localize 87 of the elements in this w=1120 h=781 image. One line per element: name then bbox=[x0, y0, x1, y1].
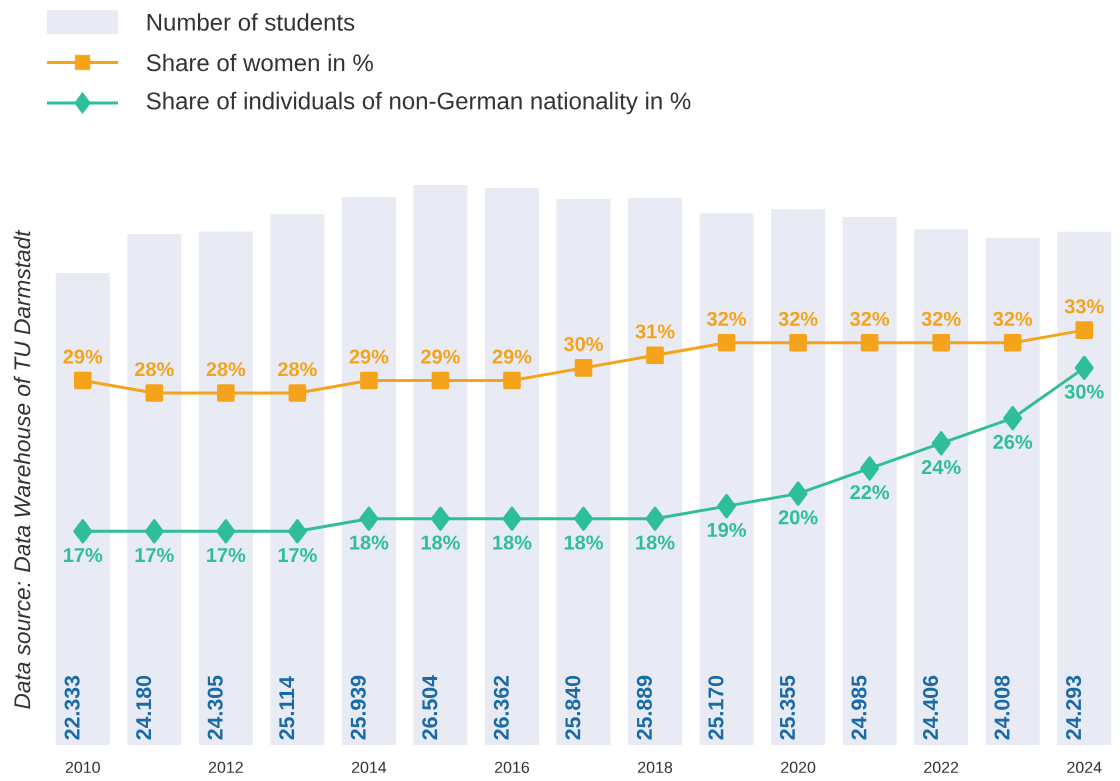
data-label: 25.840 bbox=[565, 675, 581, 740]
data-label: 20% bbox=[778, 510, 818, 525]
data-label: 22% bbox=[850, 485, 890, 500]
point bbox=[217, 384, 235, 402]
point bbox=[359, 506, 379, 531]
data-label: 29% bbox=[349, 349, 389, 364]
data-label: 24.305 bbox=[207, 675, 223, 740]
x-tick-label: 2024 bbox=[1067, 761, 1102, 774]
point bbox=[73, 371, 92, 390]
data-label: 25.170 bbox=[708, 675, 724, 740]
data-label: 30% bbox=[1064, 384, 1104, 399]
legend-label: Number of students bbox=[147, 13, 355, 31]
data-label: 24% bbox=[921, 460, 961, 475]
data-label: 18% bbox=[421, 535, 460, 550]
point bbox=[503, 371, 521, 390]
data-label: 32% bbox=[707, 311, 747, 327]
data-label: 32% bbox=[921, 311, 961, 327]
data-label: 24.008 bbox=[994, 675, 1010, 740]
data-label: 29% bbox=[421, 349, 460, 364]
data-label: 24.985 bbox=[851, 675, 867, 740]
point bbox=[1003, 333, 1022, 352]
data-label: 17% bbox=[278, 548, 317, 563]
x-tick-label: 2020 bbox=[781, 761, 816, 774]
legend-label: Share of women in % bbox=[146, 53, 373, 72]
data-label: 30% bbox=[563, 336, 603, 352]
x-tick-label: 2014 bbox=[351, 761, 387, 774]
point bbox=[502, 506, 522, 531]
data-label: 25.889 bbox=[636, 675, 652, 740]
point bbox=[73, 519, 93, 544]
point bbox=[288, 384, 307, 402]
source-note: Data source: Data Warehouse of TU Darmstadt bbox=[13, 229, 31, 709]
data-label: 17% bbox=[207, 548, 246, 563]
point bbox=[645, 506, 665, 531]
data-label: 32% bbox=[778, 311, 818, 327]
point bbox=[360, 371, 378, 390]
data-label: 18% bbox=[636, 535, 675, 550]
data-label: 28% bbox=[278, 362, 317, 377]
x-tick-label: 2022 bbox=[924, 761, 959, 774]
point bbox=[789, 333, 807, 352]
data-label: 24.406 bbox=[922, 675, 939, 740]
data-label: 28% bbox=[134, 362, 174, 377]
data-label: 33% bbox=[1064, 299, 1104, 314]
point bbox=[932, 333, 950, 352]
point bbox=[717, 494, 737, 519]
point bbox=[788, 481, 808, 506]
data-label: 18% bbox=[493, 535, 532, 550]
point bbox=[145, 384, 164, 402]
data-label: 17% bbox=[64, 548, 103, 563]
data-label: 26.362 bbox=[493, 675, 509, 740]
data-label: 22.333 bbox=[64, 675, 80, 740]
data-label: 19% bbox=[707, 522, 747, 538]
data-label: 32% bbox=[850, 311, 890, 327]
data-label: 26.504 bbox=[422, 675, 438, 740]
point bbox=[430, 506, 450, 531]
x-tick-label: 2010 bbox=[65, 761, 100, 774]
legend-label: Share of individuals of non-German nationality in % bbox=[146, 91, 691, 115]
point bbox=[574, 359, 593, 377]
data-label: 24.180 bbox=[136, 675, 152, 740]
point bbox=[574, 506, 593, 531]
point bbox=[216, 519, 236, 544]
data-label: 24.293 bbox=[1066, 675, 1082, 740]
point bbox=[144, 519, 164, 544]
point bbox=[287, 519, 307, 544]
x-tick-label: 2016 bbox=[494, 761, 530, 774]
data-label: 32% bbox=[993, 311, 1033, 327]
point bbox=[431, 371, 450, 390]
data-label: 18% bbox=[564, 535, 603, 550]
data-label: 18% bbox=[350, 535, 389, 550]
point bbox=[717, 333, 736, 352]
point bbox=[646, 346, 664, 365]
data-label: 17% bbox=[135, 548, 174, 563]
point bbox=[931, 431, 951, 456]
data-label: 25.355 bbox=[779, 675, 795, 740]
data-label: 29% bbox=[63, 349, 103, 364]
x-tick-label: 2012 bbox=[208, 761, 243, 774]
point bbox=[1075, 321, 1094, 339]
data-label: 28% bbox=[206, 362, 246, 377]
point bbox=[860, 456, 880, 481]
data-label: 25.114 bbox=[279, 676, 295, 740]
point bbox=[860, 333, 879, 352]
data-label: 29% bbox=[492, 349, 532, 364]
point bbox=[1074, 355, 1094, 381]
data-label: 25.939 bbox=[350, 675, 366, 740]
point bbox=[1003, 406, 1023, 431]
data-label: 31% bbox=[635, 324, 675, 339]
x-tick-label: 2018 bbox=[638, 761, 673, 774]
data-label: 26% bbox=[993, 434, 1033, 450]
